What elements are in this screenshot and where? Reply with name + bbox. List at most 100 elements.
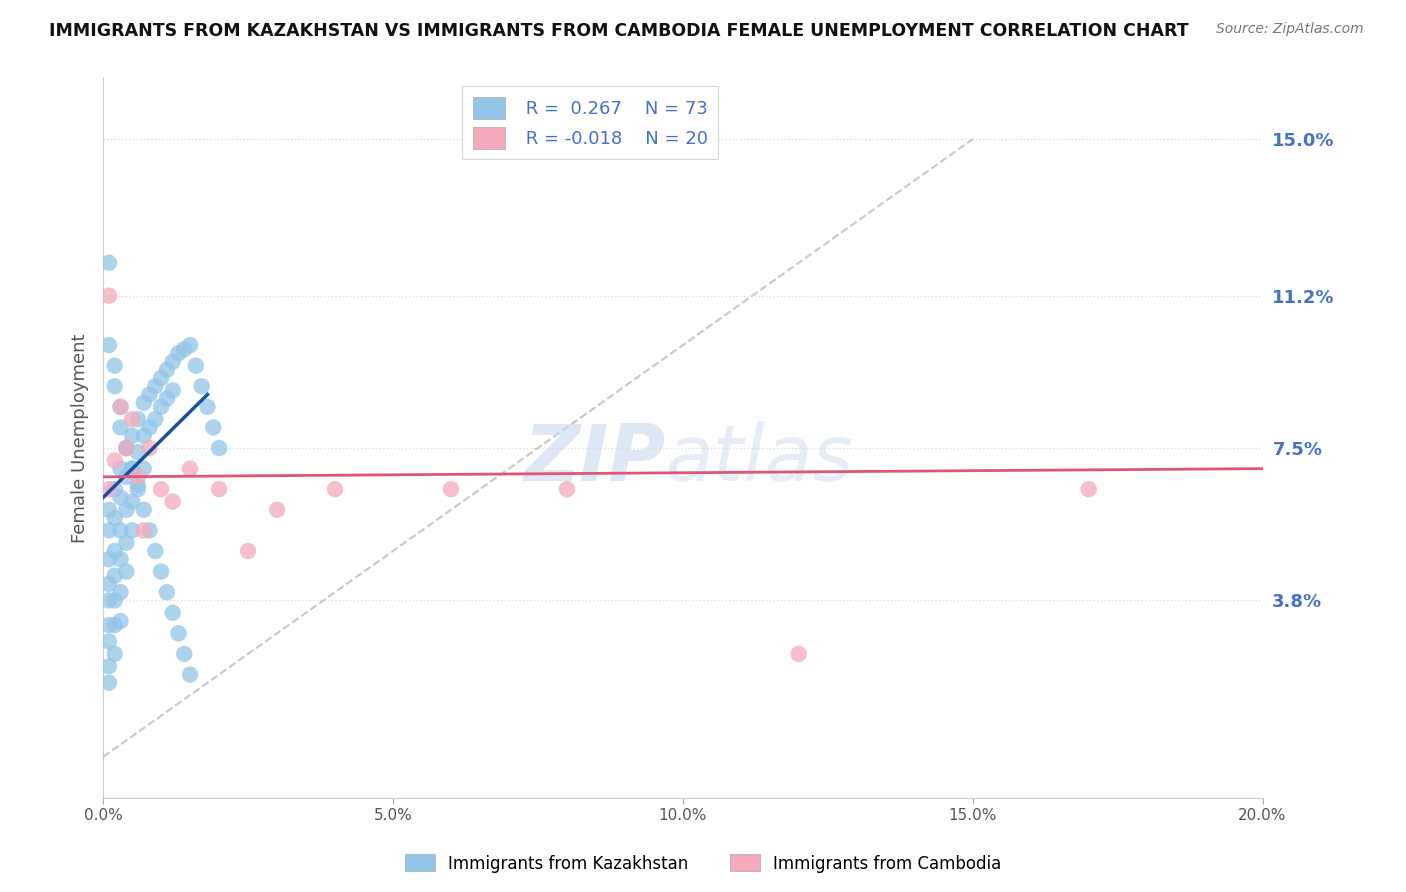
- Point: [97, 524, 120, 538]
- Point: [184, 359, 207, 373]
- Point: [143, 379, 166, 393]
- Point: [127, 412, 149, 426]
- Point: [110, 585, 132, 599]
- Point: [115, 441, 138, 455]
- Text: IMMIGRANTS FROM KAZAKHSTAN VS IMMIGRANTS FROM CAMBODIA FEMALE UNEMPLOYMENT CORRE: IMMIGRANTS FROM KAZAKHSTAN VS IMMIGRANTS…: [49, 22, 1189, 40]
- Point: [110, 491, 132, 505]
- Point: [121, 461, 143, 475]
- Point: [97, 577, 120, 591]
- Point: [179, 461, 201, 475]
- Point: [104, 593, 127, 607]
- Point: [323, 482, 346, 496]
- Point: [143, 544, 166, 558]
- Point: [97, 552, 120, 566]
- Text: atlas: atlas: [665, 421, 853, 498]
- Point: [97, 338, 120, 352]
- Point: [555, 482, 578, 496]
- Legend:  R =  0.267    N = 73,  R = -0.018    N = 20: R = 0.267 N = 73, R = -0.018 N = 20: [461, 87, 718, 160]
- Point: [115, 470, 138, 484]
- Point: [97, 288, 120, 302]
- Point: [138, 387, 160, 401]
- Point: [173, 342, 195, 356]
- Point: [121, 412, 143, 426]
- Point: [97, 482, 120, 496]
- Point: [132, 396, 155, 410]
- Point: [104, 379, 127, 393]
- Point: [197, 400, 219, 414]
- Point: [156, 585, 179, 599]
- Point: [208, 441, 231, 455]
- Point: [143, 412, 166, 426]
- Point: [167, 346, 190, 360]
- Point: [236, 544, 259, 558]
- Point: [110, 524, 132, 538]
- Point: [110, 400, 132, 414]
- Point: [208, 482, 231, 496]
- Point: [162, 354, 184, 368]
- Point: [156, 363, 179, 377]
- Point: [190, 379, 212, 393]
- Point: [104, 511, 127, 525]
- Point: [162, 494, 184, 508]
- Point: [104, 618, 127, 632]
- Point: [787, 647, 810, 661]
- Point: [156, 392, 179, 406]
- Point: [97, 634, 120, 648]
- Point: [179, 338, 201, 352]
- Point: [266, 503, 288, 517]
- Point: [138, 441, 160, 455]
- Point: [104, 568, 127, 582]
- Point: [132, 524, 155, 538]
- Point: [150, 565, 173, 579]
- Point: [115, 441, 138, 455]
- Text: Source: ZipAtlas.com: Source: ZipAtlas.com: [1216, 22, 1364, 37]
- Point: [173, 647, 195, 661]
- Point: [97, 593, 120, 607]
- Point: [150, 371, 173, 385]
- Point: [132, 503, 155, 517]
- Point: [97, 659, 120, 673]
- Point: [132, 461, 155, 475]
- Point: [97, 618, 120, 632]
- Point: [110, 614, 132, 628]
- Point: [440, 482, 463, 496]
- Point: [127, 482, 149, 496]
- Point: [127, 478, 149, 492]
- Point: [162, 384, 184, 398]
- Point: [179, 667, 201, 681]
- Legend: Immigrants from Kazakhstan, Immigrants from Cambodia: Immigrants from Kazakhstan, Immigrants f…: [398, 847, 1008, 880]
- Point: [167, 626, 190, 640]
- Point: [97, 503, 120, 517]
- Point: [121, 461, 143, 475]
- Point: [127, 470, 149, 484]
- Point: [150, 482, 173, 496]
- Point: [121, 494, 143, 508]
- Point: [110, 420, 132, 434]
- Point: [110, 552, 132, 566]
- Point: [138, 420, 160, 434]
- Point: [104, 453, 127, 467]
- Point: [1077, 482, 1099, 496]
- Point: [162, 606, 184, 620]
- Point: [115, 503, 138, 517]
- Point: [104, 647, 127, 661]
- Point: [150, 400, 173, 414]
- Text: ZIP: ZIP: [523, 421, 665, 498]
- Point: [110, 461, 132, 475]
- Point: [115, 441, 138, 455]
- Point: [110, 400, 132, 414]
- Point: [132, 428, 155, 442]
- Point: [104, 359, 127, 373]
- Point: [104, 482, 127, 496]
- Point: [104, 544, 127, 558]
- Point: [115, 565, 138, 579]
- Point: [127, 445, 149, 459]
- Point: [138, 524, 160, 538]
- Point: [115, 535, 138, 549]
- Y-axis label: Female Unemployment: Female Unemployment: [72, 333, 89, 542]
- Point: [202, 420, 225, 434]
- Point: [97, 256, 120, 270]
- Point: [121, 428, 143, 442]
- Point: [121, 524, 143, 538]
- Point: [97, 675, 120, 690]
